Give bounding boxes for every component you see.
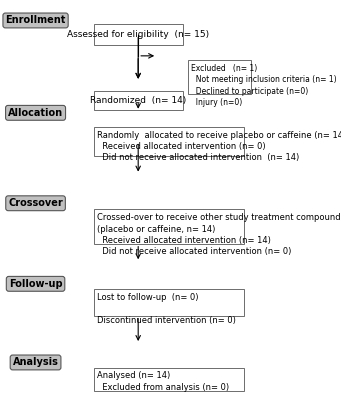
Text: Allocation: Allocation (8, 108, 63, 118)
Text: Crossed-over to receive other study treatment compound
(placebo or caffeine, n= : Crossed-over to receive other study trea… (97, 213, 340, 256)
Text: Analysed (n= 14)
  Excluded from analysis (n= 0): Analysed (n= 14) Excluded from analysis … (97, 372, 229, 392)
FancyBboxPatch shape (93, 289, 243, 316)
Text: Randomly  allocated to receive placebo or caffeine (n= 14)
  Received allocated : Randomly allocated to receive placebo or… (97, 130, 341, 162)
Text: Enrollment: Enrollment (5, 16, 66, 26)
FancyBboxPatch shape (93, 91, 183, 110)
Text: Analysis: Analysis (13, 358, 59, 368)
FancyBboxPatch shape (93, 24, 183, 45)
Text: Lost to follow-up  (n= 0)

Discontinued intervention (n= 0): Lost to follow-up (n= 0) Discontinued in… (97, 293, 235, 325)
FancyBboxPatch shape (93, 209, 243, 244)
Text: Randomized  (n= 14): Randomized (n= 14) (90, 96, 187, 105)
Text: Excluded   (n= 1)
  Not meeting inclusion criteria (n= 1)
  Declined to particip: Excluded (n= 1) Not meeting inclusion cr… (191, 64, 337, 107)
Text: Follow-up: Follow-up (9, 279, 62, 289)
FancyBboxPatch shape (93, 368, 243, 391)
Text: Crossover: Crossover (8, 198, 63, 208)
FancyBboxPatch shape (188, 60, 251, 94)
Text: Assessed for eligibility  (n= 15): Assessed for eligibility (n= 15) (67, 30, 209, 39)
FancyBboxPatch shape (93, 127, 243, 156)
